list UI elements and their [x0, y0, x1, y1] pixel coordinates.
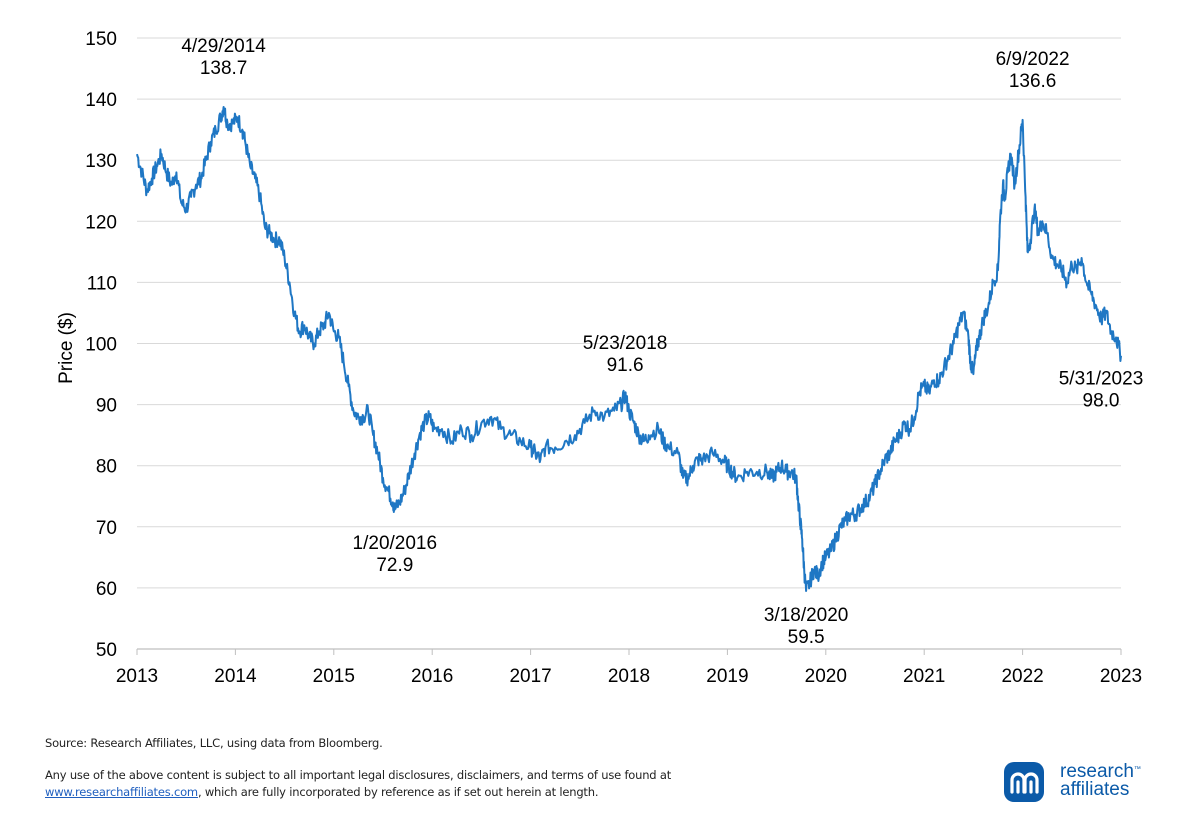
annotation-date: 5/23/2018 — [583, 333, 668, 354]
logo-line-1: research — [1060, 761, 1134, 782]
annotation-value: 59.5 — [788, 627, 825, 648]
y-axis-ticks: 50 60 70 80 90 100 110 120 130 140 150 — [85, 29, 117, 661]
research-affiliates-logo: research™ affiliates — [1004, 760, 1164, 804]
y-tick-label: 70 — [96, 518, 117, 539]
disclaimer: Any use of the above content is subject … — [45, 767, 945, 801]
x-tick-label: 2018 — [608, 666, 650, 687]
annotation-date: 4/29/2014 — [181, 36, 266, 57]
annotation-date: 6/9/2022 — [996, 49, 1070, 70]
x-tick-label: 2015 — [313, 666, 355, 687]
annotation-date: 3/18/2020 — [764, 605, 849, 626]
logo-tm: ™ — [1133, 766, 1141, 773]
logo-mark-icon — [1004, 762, 1044, 802]
x-axis-ticks: 2013 2014 2015 2016 2017 2018 2019 2020 2021 2022… — [116, 649, 1142, 687]
annotation-value: 98.0 — [1083, 391, 1120, 412]
annotation-value: 138.7 — [200, 58, 248, 79]
y-axis-label: Price ($) — [56, 312, 77, 384]
logo-text: research™ affiliates — [1060, 761, 1141, 800]
annotation-value: 72.9 — [376, 555, 413, 576]
x-tick-label: 2020 — [805, 666, 847, 687]
source-note: Source: Research Affiliates, LLC, using … — [45, 736, 383, 750]
gridlines — [137, 37, 1121, 589]
x-tick-label: 2021 — [903, 666, 945, 687]
y-tick-label: 100 — [85, 335, 117, 356]
y-tick-label: 120 — [85, 212, 117, 233]
x-tick-label: 2019 — [706, 666, 748, 687]
y-tick-label: 130 — [85, 151, 117, 172]
x-tick-label: 2022 — [1001, 666, 1043, 687]
x-tick-label: 2023 — [1100, 666, 1142, 687]
y-tick-label: 60 — [96, 579, 117, 600]
annotation-value: 136.6 — [1009, 71, 1057, 92]
x-tick-label: 2017 — [509, 666, 551, 687]
x-tick-label: 2014 — [214, 666, 257, 687]
y-tick-label: 110 — [87, 273, 117, 294]
y-tick-label: 50 — [96, 640, 117, 661]
price-series-line — [136, 106, 1122, 592]
disclaimer-text-2: , which are fully incorporated by refere… — [197, 785, 599, 799]
y-tick-label: 80 — [96, 457, 117, 478]
annotation-date: 5/31/2023 — [1059, 369, 1144, 390]
x-tick-label: 2013 — [116, 666, 158, 687]
annotation-value: 91.6 — [607, 355, 644, 376]
logo-line-2: affiliates — [1060, 779, 1130, 800]
y-tick-label: 90 — [96, 396, 117, 417]
x-tick-label: 2016 — [411, 666, 453, 687]
annotation-date: 1/20/2016 — [353, 533, 438, 554]
disclaimer-text-1: Any use of the above content is subject … — [45, 768, 672, 782]
y-tick-label: 140 — [85, 90, 117, 111]
website-link[interactable]: www.researchaffiliates.com — [45, 785, 198, 799]
y-tick-label: 150 — [85, 29, 117, 50]
